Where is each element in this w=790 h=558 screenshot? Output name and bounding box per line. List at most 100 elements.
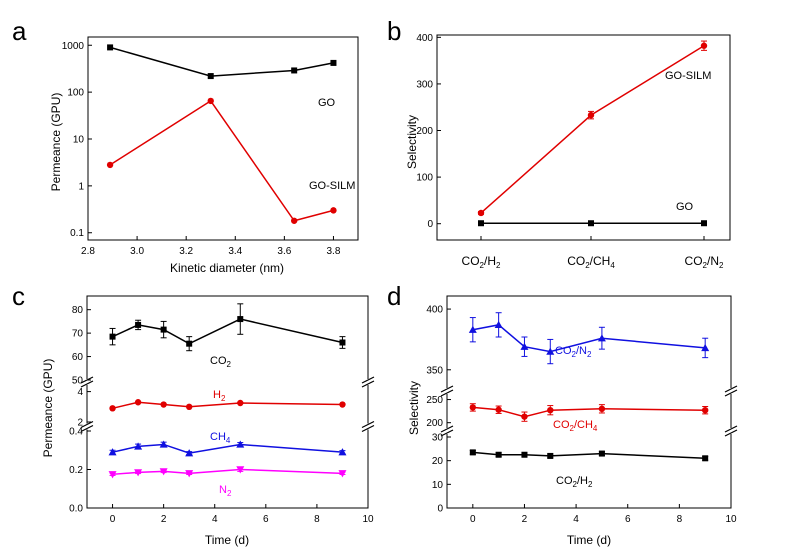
panel-c-ytick-label-0-2: 0.4 [69, 427, 83, 438]
panel-d-break-mark-b-0-0 [440, 429, 454, 437]
panel-d-ytick-label-2-0: 350 [426, 365, 443, 376]
panel-d-frame [446, 295, 732, 509]
panel-d-series-1-line [472, 406, 706, 418]
panel-c-xtick-label-0: 0 [110, 514, 116, 525]
panel-c-series-0-point-1 [135, 321, 142, 328]
panel-d-series-2-point-5 [702, 455, 709, 462]
panel-c-series-2-point-1 [134, 442, 143, 450]
panel-d-ytick-label-0-3: 30 [432, 433, 444, 444]
panel-d-series-0-point-5 [701, 343, 710, 352]
panel-b-series-1-point-0 [478, 220, 484, 227]
panel-c-break-mark-b-1-0 [80, 380, 94, 388]
panel-d-ytick-label-1-0: 200 [426, 418, 443, 429]
panel-a-xtick-label-3: 3.4 [228, 246, 242, 257]
panel-a-xtick-label-2: 3.2 [179, 246, 193, 257]
panel-label-b: b [387, 16, 401, 46]
panel-c-series-0-point-5 [339, 339, 346, 346]
panel-a-frame [87, 36, 359, 241]
panel-c-series-1-point-2 [160, 401, 167, 408]
panel-d-break-gap-1-1 [727, 388, 735, 394]
panel-d-series-1-point-4 [598, 405, 606, 413]
panel-d-ytick-label-0-0: 0 [437, 504, 443, 515]
panel-b-series-0-point-0 [477, 209, 485, 217]
panel-c-series-1-point-1 [134, 399, 142, 406]
panel-b-series-label-go: GO [676, 201, 694, 213]
panel-a-series-0-line [109, 46, 334, 77]
panel-c-ytick-label-2-0: 50 [72, 376, 84, 387]
panel-c-xtick-label-2: 4 [212, 514, 218, 525]
panel-c-series-2-point-0 [108, 448, 117, 456]
panel-c-frame [86, 295, 369, 509]
panel-c-break-mark-b-0-1 [361, 424, 375, 433]
panel-c-ytick-label-2-2: 70 [72, 329, 84, 340]
panel-d-series-0-point-2 [520, 342, 529, 350]
panel-c-series-label-co2: CO2 [210, 355, 232, 369]
panel-b-ytick-label-3: 300 [416, 79, 433, 90]
panel-c-series-2-point-2 [159, 440, 168, 448]
panel-a-ytick-label-2: 10 [73, 134, 85, 145]
panel-b-ytick-label-2: 200 [416, 126, 433, 137]
panel-c-break-gap-1-0 [83, 379, 91, 385]
panel-c-xtick-label-4: 8 [314, 514, 320, 525]
panel-d-break-mark-a-0-0 [440, 425, 454, 433]
panel-b-ytick-label-4: 400 [416, 33, 433, 44]
panel-c-xtick-label-3: 6 [263, 514, 269, 525]
panel-d-plot: 0 2 4 6 8 10 0 10 20 30 200 250 350 400 [426, 295, 738, 525]
panel-c-series-label-h2: H2 [213, 389, 226, 403]
panel-c-break-mark-b-1-1 [361, 380, 375, 388]
panel-b-ylabel: Selectivity [405, 115, 419, 169]
panel-d-break-gap-1-0 [443, 388, 451, 394]
panel-c-series-2-point-4 [236, 440, 245, 448]
panel-b-series-label-gosilm: GO-SILM [665, 70, 711, 82]
panel-d-xtick-label-5: 10 [725, 514, 737, 525]
panel-b-xtick-label-2: CO2/N2 [685, 254, 724, 270]
panel-d-series-0-point-0 [468, 325, 477, 333]
panel-d-xtick-label-4: 8 [677, 514, 683, 525]
panel-d-ylabel: Selectivity [407, 381, 421, 435]
panel-c-break-mark-a-1-1 [361, 376, 375, 384]
panel-d-series-label-co2ch4: CO2/CH4 [553, 419, 598, 433]
panel-d-xtick-label-0: 0 [470, 514, 476, 525]
panel-label-d: d [387, 281, 401, 311]
panel-d-series-2-point-2 [521, 451, 528, 458]
panel-label-c: c [12, 281, 25, 311]
panel-c-series-1-point-3 [185, 403, 193, 410]
panel-c-series-1-line [112, 401, 343, 410]
panel-a-series-1-point-1 [207, 97, 214, 105]
panel-a-series-1-point-2 [290, 217, 298, 224]
panel-label-a: a [12, 16, 27, 46]
panel-c-break-mark-b-0-0 [80, 424, 94, 433]
panel-a-series-1-line [109, 99, 334, 222]
panel-c-ytick-label-2-3: 80 [72, 305, 84, 316]
panel-c-series-3-point-3 [185, 470, 194, 478]
panel-c-series-0-point-2 [160, 326, 167, 333]
panel-d-series-label-co2n2: CO2/N2 [555, 345, 592, 359]
panel-d-series-0-point-1 [494, 320, 503, 329]
panel-c-break-mark-a-0-1 [361, 420, 375, 429]
panel-d-xlabel: Time (d) [567, 533, 611, 547]
panel-a-ytick-label-1: 1 [78, 181, 84, 192]
panel-a: a 2.8 3.0 3.2 3.4 3.6 3.8 0.1 1 10 100 1000 Kineti… [12, 16, 359, 275]
panel-d-series-1-point-0 [469, 404, 477, 411]
panel-d-break-mark-b-0-1 [724, 429, 738, 437]
panel-c-series-3-point-2 [159, 468, 168, 476]
panel-a-ytick-label-0: 0.1 [70, 228, 84, 239]
panel-d-ytick-label-2-1: 400 [426, 305, 443, 316]
panel-d: d 0 2 4 6 8 10 0 10 20 30 200 250 350 400 Time (d) Se… [387, 281, 738, 547]
panel-d-series-1-point-3 [547, 406, 554, 414]
panel-c-ytick-label-0-1: 0.2 [69, 465, 83, 476]
panel-d-break-mark-a-1-1 [724, 385, 738, 393]
panel-c-series-3-point-1 [134, 469, 143, 477]
panel-d-series-2-point-3 [547, 452, 554, 459]
panel-d-series-0-line [472, 324, 706, 353]
panel-d-ytick-label-0-1: 10 [432, 480, 444, 491]
panel-c-series-3-point-5 [338, 470, 347, 478]
panel-a-series-0-point-0 [107, 44, 114, 51]
panel-a-series-0-point-3 [330, 59, 337, 66]
panel-b-ytick-label-0: 0 [427, 219, 433, 230]
panel-d-series-2-line [472, 451, 706, 460]
panel-c-series-0-line [112, 318, 343, 345]
